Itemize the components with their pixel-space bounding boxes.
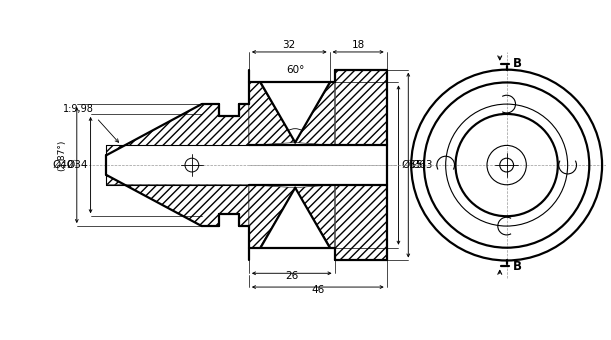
Text: Ø55: Ø55 [401,160,423,170]
Text: 60°: 60° [286,65,304,74]
Text: B: B [513,57,522,70]
Text: (2,87°): (2,87°) [57,139,67,171]
Text: 32: 32 [283,40,296,50]
Polygon shape [106,175,249,226]
Polygon shape [249,185,295,248]
Text: 26: 26 [285,271,298,281]
Text: B: B [513,260,522,273]
Text: Ø34: Ø34 [66,160,87,170]
Polygon shape [249,83,295,146]
Polygon shape [106,104,249,155]
Text: 46: 46 [311,285,324,295]
Text: 1:9,98: 1:9,98 [64,104,94,114]
Polygon shape [295,185,334,248]
Polygon shape [334,70,387,146]
Text: 18: 18 [351,40,365,50]
Text: Ø63: Ø63 [411,160,433,170]
Polygon shape [334,185,387,260]
Text: Ø40: Ø40 [53,160,74,170]
Polygon shape [295,83,334,146]
